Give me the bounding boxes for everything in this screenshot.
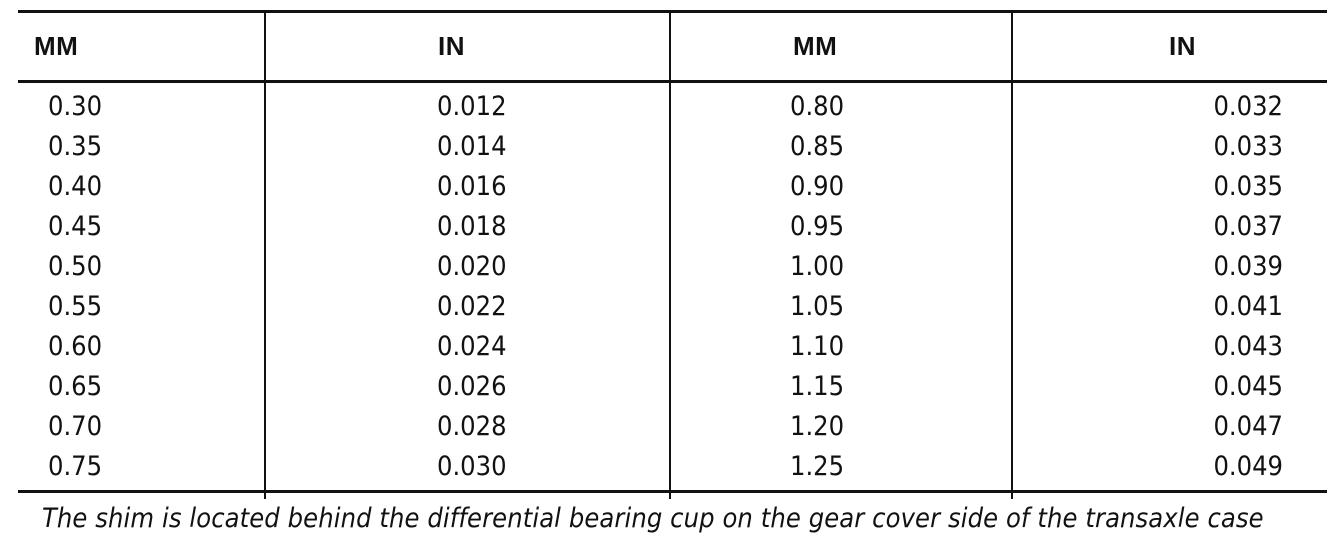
cell-in-1: 0.014	[265, 127, 671, 167]
cell-mm-1: 0.40	[18, 167, 266, 207]
cell-mm-1: 0.30	[18, 81, 266, 127]
table-row: 0.60 0.024 1.10 0.043	[18, 327, 1327, 367]
cell-in-2: 0.047	[1213, 411, 1283, 442]
footnote: The shim is located behind the different…	[42, 503, 1264, 534]
cell-in-2: 0.041	[1213, 291, 1283, 322]
cell-in-1: 0.024	[265, 327, 671, 367]
cell-in-1: 0.018	[265, 207, 671, 247]
cell-in-2: 0.037	[1213, 211, 1283, 242]
header-in-2: IN	[1012, 10, 1327, 83]
table-row: 0.70 0.028 1.20 0.047	[18, 407, 1327, 447]
shim-size-table: MM IN MM IN 0.30 0.012 0.80 0.032 0.35 0…	[18, 10, 1327, 499]
cell-in-2: 0.045	[1213, 371, 1283, 402]
cell-mm-1: 0.55	[18, 287, 266, 327]
cell-mm-1: 0.45	[18, 207, 266, 247]
cell-in-1: 0.020	[265, 247, 671, 287]
cell-mm-1: 0.35	[18, 127, 266, 167]
table-row: 0.50 0.020 1.00 0.039	[18, 247, 1327, 287]
cell-in-2: 0.039	[1213, 251, 1283, 282]
table-row: 0.55 0.022 1.05 0.041	[18, 287, 1327, 327]
header-row: MM IN MM IN	[18, 10, 1327, 83]
cell-in-2: 0.032	[1213, 91, 1283, 122]
cell-mm-2: 0.85	[670, 127, 1013, 167]
cell-in-1: 0.016	[265, 167, 671, 207]
cell-in-2: 0.035	[1213, 171, 1283, 202]
table-bottom-rule	[18, 490, 1327, 493]
table-row: 0.45 0.018 0.95 0.037	[18, 207, 1327, 247]
cell-in-1: 0.028	[265, 407, 671, 447]
cell-mm-2: 1.10	[670, 327, 1013, 367]
cell-in-1: 0.022	[265, 287, 671, 327]
cell-mm-2: 0.90	[670, 167, 1013, 207]
cell-mm-2: 0.80	[670, 81, 1013, 127]
cell-mm-1: 0.70	[18, 407, 266, 447]
cell-mm-2: 1.20	[670, 407, 1013, 447]
cell-in-1: 0.026	[265, 367, 671, 407]
cell-mm-1: 0.60	[18, 327, 266, 367]
table-row: 0.35 0.014 0.85 0.033	[18, 127, 1327, 167]
cell-mm-1: 0.65	[18, 367, 266, 407]
cell-mm-2: 0.95	[670, 207, 1013, 247]
header-mm-2: MM	[670, 10, 1013, 83]
table-row: 0.40 0.016 0.90 0.035	[18, 167, 1327, 207]
cell-mm-2: 1.15	[670, 367, 1013, 407]
cell-mm-2: 1.05	[670, 287, 1013, 327]
cell-in-2: 0.033	[1213, 131, 1283, 162]
cell-in-2: 0.043	[1213, 331, 1283, 362]
cell-in-1: 0.012	[265, 81, 671, 127]
header-in-1: IN	[265, 10, 671, 83]
table-row: 0.30 0.012 0.80 0.032	[18, 81, 1327, 127]
cell-in-2: 0.049	[1213, 451, 1283, 482]
cell-mm-1: 0.50	[18, 247, 266, 287]
header-mm-1: MM	[18, 10, 266, 83]
cell-mm-2: 1.00	[670, 247, 1013, 287]
table-row: 0.65 0.026 1.15 0.045	[18, 367, 1327, 407]
